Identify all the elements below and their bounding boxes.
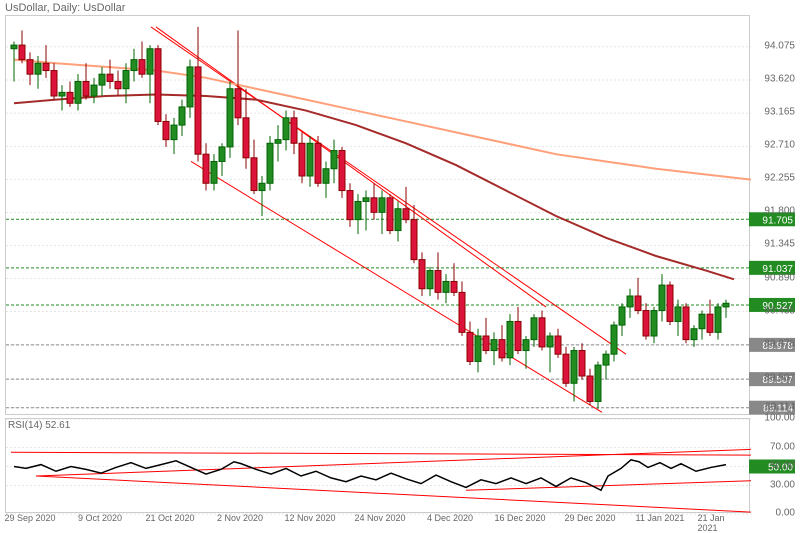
x-tick-label: 4 Dec 2020 [427, 513, 473, 523]
x-tick-label: 29 Sep 2020 [4, 513, 55, 523]
y-tick-label: 93.620 [764, 74, 795, 85]
y-axis-main: 94.075 93.620 93.165 92.710 92.255 91.800 91.3… [750, 15, 795, 415]
x-tick-label: 12 Nov 2020 [284, 513, 335, 523]
y-tick-label: 93.165 [764, 107, 795, 118]
chart-title: UsDollar, Daily: UsDollar [5, 2, 125, 14]
main-price-chart[interactable]: 91.70591.03790.52789.97889.50789.114 [5, 15, 750, 415]
chart-container: UsDollar, Daily: UsDollar 91.70591.03790… [0, 0, 800, 533]
y-tick-label: 92.255 [764, 173, 795, 184]
x-tick-label: 24 Nov 2020 [354, 513, 405, 523]
y-tick-label: 92.710 [764, 140, 795, 151]
y-tick-label: 90.435 [764, 305, 795, 316]
y-tick-label: 94.075 [764, 40, 795, 51]
rsi-level-label: 100.00 [764, 413, 795, 424]
y-tick-label: 91.800 [764, 206, 795, 217]
y-tick-label: 89.507 [764, 373, 795, 384]
x-tick-label: 21 Jan 2021 [698, 513, 733, 533]
y-tick-label: 89.978 [764, 338, 795, 349]
y-tick-label: 90.890 [764, 272, 795, 283]
rsi-level-label: 30.00 [770, 479, 795, 490]
x-tick-label: 29 Dec 2020 [564, 513, 615, 523]
x-axis: 29 Sep 2020 9 Oct 2020 21 Oct 2020 2 Nov 20… [5, 513, 750, 528]
x-tick-label: 16 Dec 2020 [494, 513, 545, 523]
x-tick-label: 2 Nov 2020 [217, 513, 263, 523]
rsi-level-label: 0.00 [776, 508, 795, 519]
x-tick-label: 11 Jan 2021 [636, 513, 685, 523]
rsi-chart-svg: 50.00 [6, 419, 751, 514]
y-tick-label: 89.114 [765, 401, 795, 412]
x-tick-label: 21 Oct 2020 [145, 513, 194, 523]
main-chart-svg: 91.70591.03790.52789.97889.50789.114 [6, 16, 751, 416]
rsi-indicator-chart[interactable]: 50.00 [5, 418, 750, 513]
y-axis-rsi: 0.0030.0050.0070.00100.00 [750, 418, 795, 513]
rsi-level-label: 50.00 [770, 460, 795, 471]
y-tick-label: 91.345 [764, 239, 795, 250]
x-tick-label: 9 Oct 2020 [78, 513, 122, 523]
rsi-level-label: 70.00 [770, 441, 795, 452]
